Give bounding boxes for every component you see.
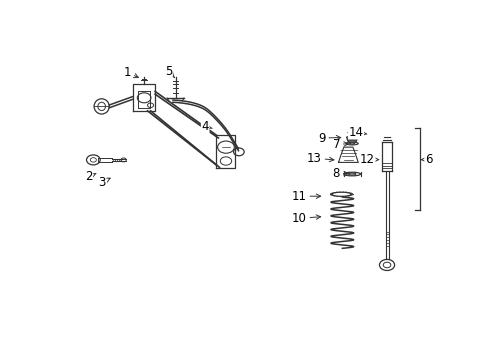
Text: 3: 3 <box>98 176 110 189</box>
Text: 4: 4 <box>201 120 212 133</box>
Text: 9: 9 <box>318 131 340 144</box>
Text: 13: 13 <box>306 152 333 165</box>
Text: 12: 12 <box>359 153 378 166</box>
Text: 2: 2 <box>85 170 96 183</box>
Text: 10: 10 <box>291 212 320 225</box>
Text: 14: 14 <box>348 126 366 139</box>
Text: 5: 5 <box>164 65 174 78</box>
Text: 6: 6 <box>420 153 431 166</box>
Text: 8: 8 <box>332 167 347 180</box>
Text: 7: 7 <box>332 138 347 151</box>
Text: 11: 11 <box>291 190 320 203</box>
Text: 1: 1 <box>123 66 138 79</box>
